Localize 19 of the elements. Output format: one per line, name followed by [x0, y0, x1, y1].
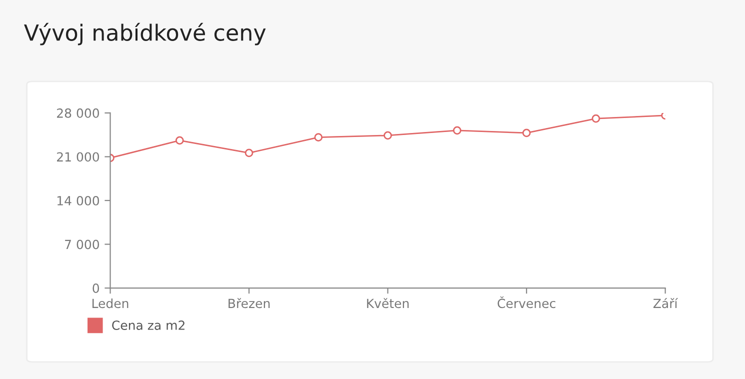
x-tick-label: Březen: [228, 298, 270, 308]
y-tick-label: 28 000: [57, 108, 100, 118]
point: [384, 131, 392, 140]
point: [244, 148, 254, 158]
y-tick-label: 14 000: [57, 196, 100, 206]
x-tick-label: Září: [653, 298, 678, 308]
x-tick-label: Květen: [367, 298, 409, 308]
chart-title: Vývoj nabídkové ceny: [24, 22, 266, 46]
point: [592, 114, 600, 123]
point: [522, 128, 531, 138]
x-tick-label: Červenec: [498, 296, 556, 308]
point: [314, 133, 323, 142]
y-tick-label: 7 000: [65, 240, 100, 250]
y-tick-label: 0: [92, 284, 100, 293]
y-tick-label: 21 000: [57, 152, 100, 162]
point: [175, 136, 184, 145]
legend-label: Cena za m2: [112, 320, 184, 330]
point: [452, 126, 462, 135]
x-tick-label: Leden: [92, 298, 128, 308]
